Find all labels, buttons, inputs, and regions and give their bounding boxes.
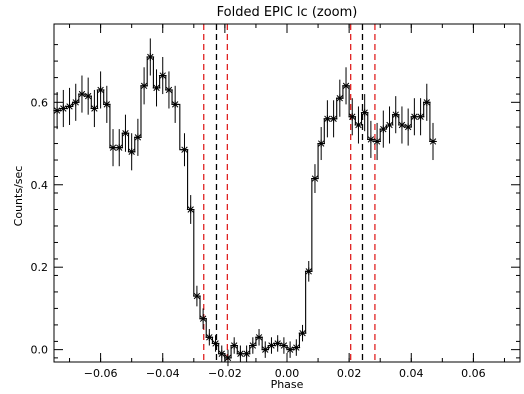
data-point bbox=[416, 112, 425, 121]
data-point bbox=[180, 145, 189, 154]
data-point bbox=[267, 341, 276, 350]
x-tick-label: −0.06 bbox=[84, 367, 118, 380]
data-point bbox=[84, 92, 92, 100]
data-point bbox=[65, 102, 74, 111]
data-point bbox=[217, 349, 226, 358]
data-point bbox=[292, 343, 301, 352]
data-point bbox=[242, 349, 251, 358]
data-point bbox=[90, 104, 99, 113]
data-point bbox=[224, 354, 232, 362]
data-point bbox=[429, 137, 437, 146]
data-point bbox=[249, 341, 257, 350]
data-point bbox=[261, 345, 270, 354]
data-point bbox=[230, 341, 238, 350]
y-axis-label: Counts/sec bbox=[12, 166, 25, 227]
data-point bbox=[71, 98, 80, 107]
data-point bbox=[127, 147, 136, 156]
y-tick-label: 0.4 bbox=[31, 179, 49, 192]
data-point bbox=[360, 108, 369, 117]
data-point bbox=[115, 143, 124, 152]
data-point bbox=[59, 104, 68, 113]
data-point bbox=[422, 98, 431, 107]
data-point bbox=[158, 71, 167, 80]
data-point bbox=[367, 135, 375, 144]
series-step-line-0 bbox=[54, 56, 437, 359]
x-tick-label: 0.02 bbox=[337, 367, 362, 380]
data-point bbox=[398, 121, 406, 129]
x-axis-label: Phase bbox=[271, 378, 304, 391]
data-point bbox=[255, 333, 263, 342]
x-tick-label: −0.02 bbox=[208, 367, 242, 380]
data-series bbox=[53, 38, 437, 367]
data-point bbox=[286, 345, 294, 354]
data-point bbox=[379, 125, 388, 133]
x-tick-label: 0.04 bbox=[399, 367, 424, 380]
phase-markers bbox=[203, 24, 376, 362]
data-point bbox=[186, 205, 195, 214]
y-tick-label: 0.0 bbox=[31, 344, 49, 357]
data-point bbox=[298, 329, 307, 337]
data-point bbox=[193, 292, 201, 300]
x-tick-label: −0.04 bbox=[146, 367, 180, 380]
data-point bbox=[317, 139, 325, 148]
data-point bbox=[146, 53, 155, 61]
data-point bbox=[103, 100, 111, 109]
data-point bbox=[152, 84, 161, 92]
data-point bbox=[385, 121, 394, 129]
data-point bbox=[391, 110, 400, 119]
data-point bbox=[304, 267, 313, 276]
data-point bbox=[171, 100, 179, 109]
data-point bbox=[199, 314, 207, 323]
data-point bbox=[329, 115, 338, 123]
data-point bbox=[205, 333, 214, 342]
axes: −0.06 −0.04 −0.02 0.00 0.02 0.04 0.06 0.0 0.2 0.4… bbox=[31, 23, 521, 380]
data-point bbox=[96, 86, 105, 94]
y-tick-label: 0.2 bbox=[31, 261, 49, 274]
data-point bbox=[140, 82, 148, 90]
y-tick-label: 0.6 bbox=[31, 96, 49, 109]
data-point bbox=[273, 339, 282, 348]
x-tick-label: 0.06 bbox=[461, 367, 486, 380]
x-tick-label: 0.00 bbox=[275, 367, 300, 380]
data-point bbox=[354, 121, 363, 129]
data-point bbox=[165, 86, 173, 94]
data-point bbox=[311, 174, 319, 183]
data-point bbox=[121, 129, 130, 138]
data-point bbox=[78, 90, 86, 98]
chart-title: Folded EPIC lc (zoom) bbox=[217, 5, 358, 20]
data-point bbox=[134, 133, 142, 142]
data-point bbox=[342, 82, 350, 90]
data-point bbox=[336, 94, 344, 102]
data-point bbox=[373, 137, 381, 146]
data-point bbox=[211, 339, 220, 348]
data-point bbox=[348, 112, 357, 121]
data-point bbox=[404, 123, 412, 131]
data-point bbox=[280, 341, 288, 350]
plot-frame bbox=[53, 23, 521, 363]
